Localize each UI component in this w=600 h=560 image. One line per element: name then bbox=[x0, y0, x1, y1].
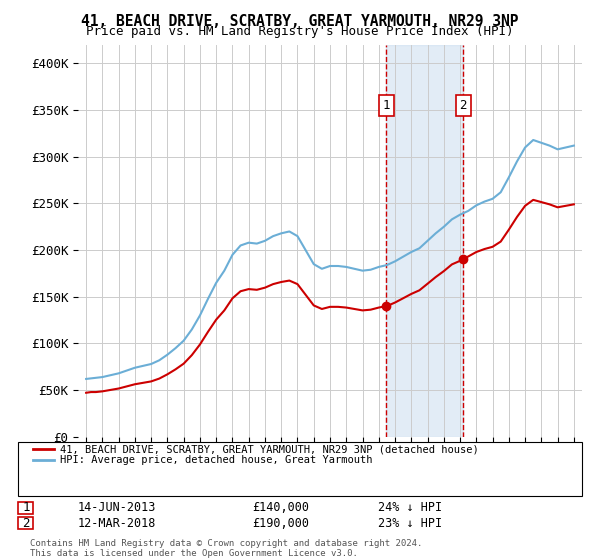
Text: 1: 1 bbox=[382, 99, 390, 112]
Text: Price paid vs. HM Land Registry's House Price Index (HPI): Price paid vs. HM Land Registry's House … bbox=[86, 25, 514, 38]
Text: 41, BEACH DRIVE, SCRATBY, GREAT YARMOUTH, NR29 3NP: 41, BEACH DRIVE, SCRATBY, GREAT YARMOUTH… bbox=[81, 14, 519, 29]
Text: 12-MAR-2018: 12-MAR-2018 bbox=[78, 516, 157, 530]
Text: £140,000: £140,000 bbox=[252, 501, 309, 515]
Text: 2: 2 bbox=[460, 99, 467, 112]
Bar bbox=[386, 45, 463, 437]
Text: 41, BEACH DRIVE, SCRATBY, GREAT YARMOUTH, NR29 3NP (detached house): 41, BEACH DRIVE, SCRATBY, GREAT YARMOUTH… bbox=[60, 444, 479, 454]
Text: 2: 2 bbox=[22, 516, 29, 530]
Text: £190,000: £190,000 bbox=[252, 516, 309, 530]
Text: 14-JUN-2013: 14-JUN-2013 bbox=[78, 501, 157, 515]
Text: HPI: Average price, detached house, Great Yarmouth: HPI: Average price, detached house, Grea… bbox=[60, 455, 373, 465]
Text: Contains HM Land Registry data © Crown copyright and database right 2024.
This d: Contains HM Land Registry data © Crown c… bbox=[30, 539, 422, 558]
Text: 1: 1 bbox=[22, 501, 29, 515]
Text: 23% ↓ HPI: 23% ↓ HPI bbox=[378, 516, 442, 530]
Text: 24% ↓ HPI: 24% ↓ HPI bbox=[378, 501, 442, 515]
